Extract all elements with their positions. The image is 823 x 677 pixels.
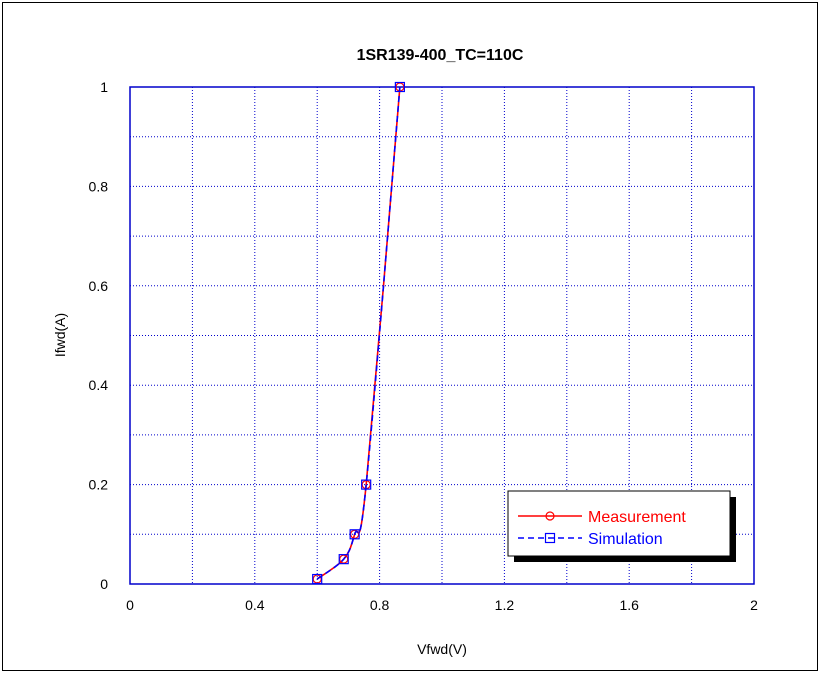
x-tick-label: 2 [750, 597, 758, 613]
y-tick-label: 0.4 [89, 377, 109, 393]
y-tick-label: 0.6 [89, 278, 109, 294]
legend-simulation-label: Simulation [588, 531, 663, 548]
grid-lines [130, 87, 754, 584]
legend-items: Measurement Simulation [518, 509, 686, 548]
chart-title: 1SR139-400_TC=110C [357, 47, 524, 64]
legend-simulation-marker [544, 532, 556, 544]
y-tick-label: 0 [100, 576, 108, 592]
series-layer [312, 81, 405, 585]
x-tick-label: 0 [126, 597, 134, 613]
legend-measurement-marker [545, 511, 555, 521]
y-tick-label: 0.8 [89, 178, 109, 194]
x-tick-label: 1.6 [619, 597, 639, 613]
y-tick-label: 0.2 [89, 477, 109, 493]
x-axis-label: Vfwd(V) [417, 641, 467, 657]
x-tick-label: 0.8 [370, 597, 390, 613]
simulation-marker [394, 81, 405, 93]
simulation-marker [338, 554, 349, 565]
measurement-line [316, 86, 401, 580]
simulation-marker [361, 479, 372, 490]
tick-labels: 0 0.4 0.8 1.2 1.6 2 0 0.2 0.4 0.6 0.8 1 [89, 79, 759, 613]
x-tick-label: 1.2 [495, 597, 515, 613]
series-measurement [312, 82, 405, 584]
legend-box [507, 490, 731, 557]
y-axis-label: Ifwd(A) [52, 313, 68, 357]
plot-area-border [129, 86, 755, 585]
y-tick-label: 1 [100, 79, 108, 95]
simulation-line [316, 86, 401, 580]
series-simulation [312, 81, 405, 585]
x-tick-label: 0.4 [245, 597, 265, 613]
simulation-marker [349, 529, 360, 540]
legend-measurement-label: Measurement [588, 509, 686, 526]
simulation-marker [312, 573, 323, 585]
legend: Measurement Simulation [507, 490, 736, 562]
